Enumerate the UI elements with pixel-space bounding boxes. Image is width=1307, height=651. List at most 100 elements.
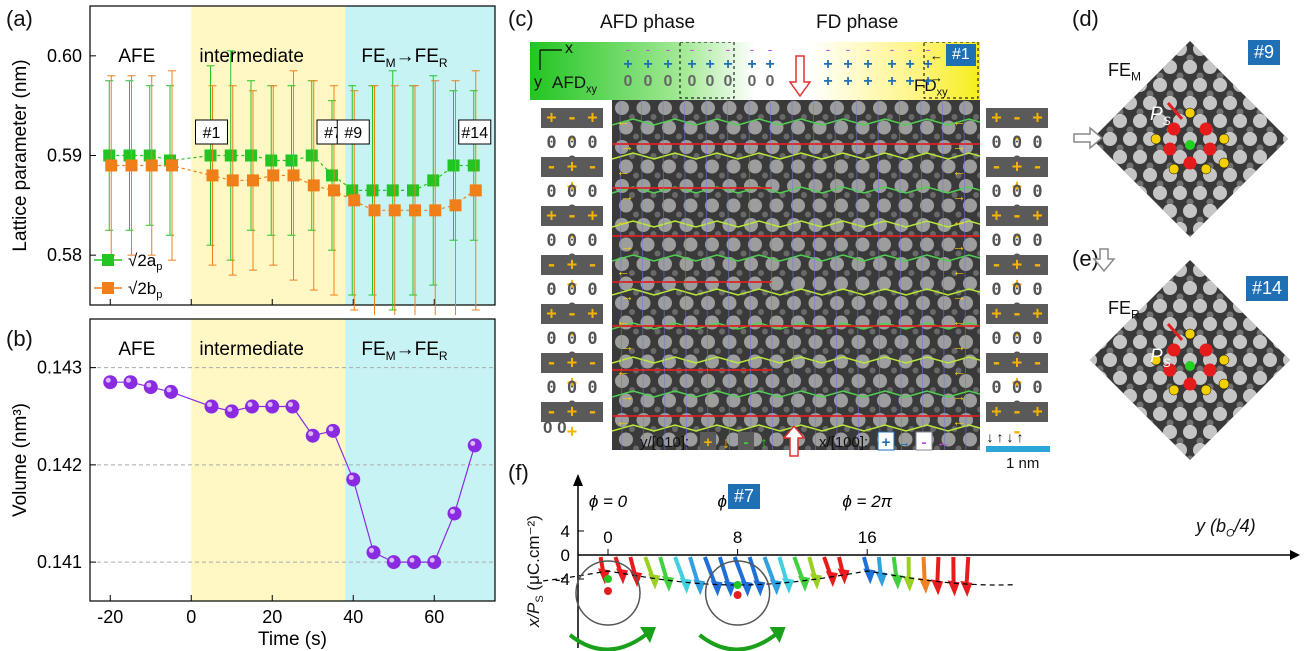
volume-point (305, 428, 320, 443)
atom (1073, 186, 1087, 200)
panel-label-d: (d) (1072, 6, 1099, 31)
atom-small (1146, 347, 1154, 355)
atom-small (1266, 347, 1274, 355)
volume-point (204, 399, 219, 414)
atom-small (1166, 419, 1174, 427)
atom-small (1126, 275, 1134, 283)
green-up-arrow-icon: ↑ (760, 435, 768, 452)
atom (1063, 34, 1077, 38)
fe-r-sub: R (1131, 307, 1140, 322)
red-dot (1163, 142, 1177, 156)
yellow-arrow-right: → (952, 388, 966, 404)
polarization-arrowhead (947, 580, 960, 597)
atom (1163, 245, 1177, 259)
volume-point-highlight (470, 440, 476, 446)
atom-column (662, 237, 676, 252)
xtick-label-b: 20 (262, 607, 282, 627)
atom (1263, 353, 1277, 367)
atom-small (1226, 54, 1234, 62)
atom (1103, 353, 1117, 367)
atom-column (722, 335, 737, 349)
atom-column-small (973, 114, 979, 120)
atom-column-small (930, 309, 936, 315)
axis-x-label: x (565, 40, 573, 57)
strip-plus: + (823, 56, 832, 73)
atom (1273, 371, 1287, 385)
atom (1103, 204, 1117, 218)
atom-column-small (805, 211, 811, 218)
atom-column (830, 218, 844, 232)
atom (1163, 96, 1177, 110)
green-dot (1185, 140, 1195, 150)
afd-phase-title: AFD phase (600, 12, 696, 33)
atom-small (1286, 347, 1290, 355)
atom-small (1286, 162, 1288, 170)
atom (1173, 222, 1187, 236)
atom-column (941, 237, 956, 252)
polarization-arrowhead (693, 579, 706, 596)
atom (1203, 34, 1217, 38)
atom-small (1266, 419, 1274, 427)
atom (1233, 371, 1247, 385)
atom-small (1236, 216, 1244, 224)
atom (1093, 186, 1107, 200)
atom-column (769, 237, 784, 252)
atom-column (791, 393, 805, 408)
atom (1183, 461, 1197, 470)
data-point-1 (226, 174, 239, 187)
atom-column-small (783, 133, 790, 140)
atom-column (894, 296, 909, 310)
atom-small (1106, 234, 1114, 237)
atom-column-small (951, 270, 958, 276)
atom-column-small (736, 387, 743, 393)
atom-column (834, 159, 848, 174)
atom-column-small (650, 309, 657, 315)
atom (1090, 281, 1097, 295)
yellow-arrow-left: → (620, 238, 634, 254)
atom-small (1226, 126, 1234, 134)
atom (1063, 245, 1077, 259)
atom-column-small (844, 192, 850, 198)
atom-column (765, 335, 780, 349)
atom-column-small (826, 172, 833, 179)
badge-9: #9 (1248, 40, 1281, 65)
atom-column-small (869, 328, 876, 335)
atom (1090, 317, 1097, 331)
yellow-arrow-right: ← (952, 413, 966, 429)
atom-small (1246, 198, 1254, 206)
atom-column-small (891, 211, 897, 218)
axis-y-label: y (534, 74, 542, 91)
atom-small (1077, 37, 1084, 44)
data-point-0 (366, 184, 379, 197)
atom (1073, 335, 1087, 349)
atom (1293, 407, 1307, 421)
f-ylabel-end: (μC.cm⁻²) (523, 515, 543, 596)
atom-column (916, 140, 930, 154)
atom-small (1216, 365, 1224, 373)
atom-small (1116, 260, 1124, 265)
strip-plus: + (663, 56, 672, 73)
atom-column-small (844, 114, 850, 120)
legend-blue-plus-box (877, 431, 895, 451)
atom (1273, 299, 1287, 313)
atom-column-small (758, 270, 764, 276)
atom (1203, 132, 1217, 146)
atom-small (1206, 198, 1214, 206)
atom-column-small (848, 406, 854, 413)
atom-column (937, 101, 952, 115)
atom (1293, 186, 1307, 200)
atom-column (920, 276, 934, 291)
panel-e-image (1063, 245, 1307, 470)
atom-column (748, 393, 762, 408)
atom-column-small (758, 309, 764, 315)
row-box: 0 0 0 0 (546, 279, 598, 320)
atom (1223, 389, 1237, 403)
atom-column (658, 257, 672, 271)
atom-column-small (887, 114, 893, 120)
atom-small (1206, 419, 1214, 427)
atom (1143, 60, 1157, 74)
atom (1090, 425, 1097, 439)
atom-column (683, 432, 698, 447)
atom-small (1166, 234, 1174, 237)
blue-line (877, 100, 881, 450)
